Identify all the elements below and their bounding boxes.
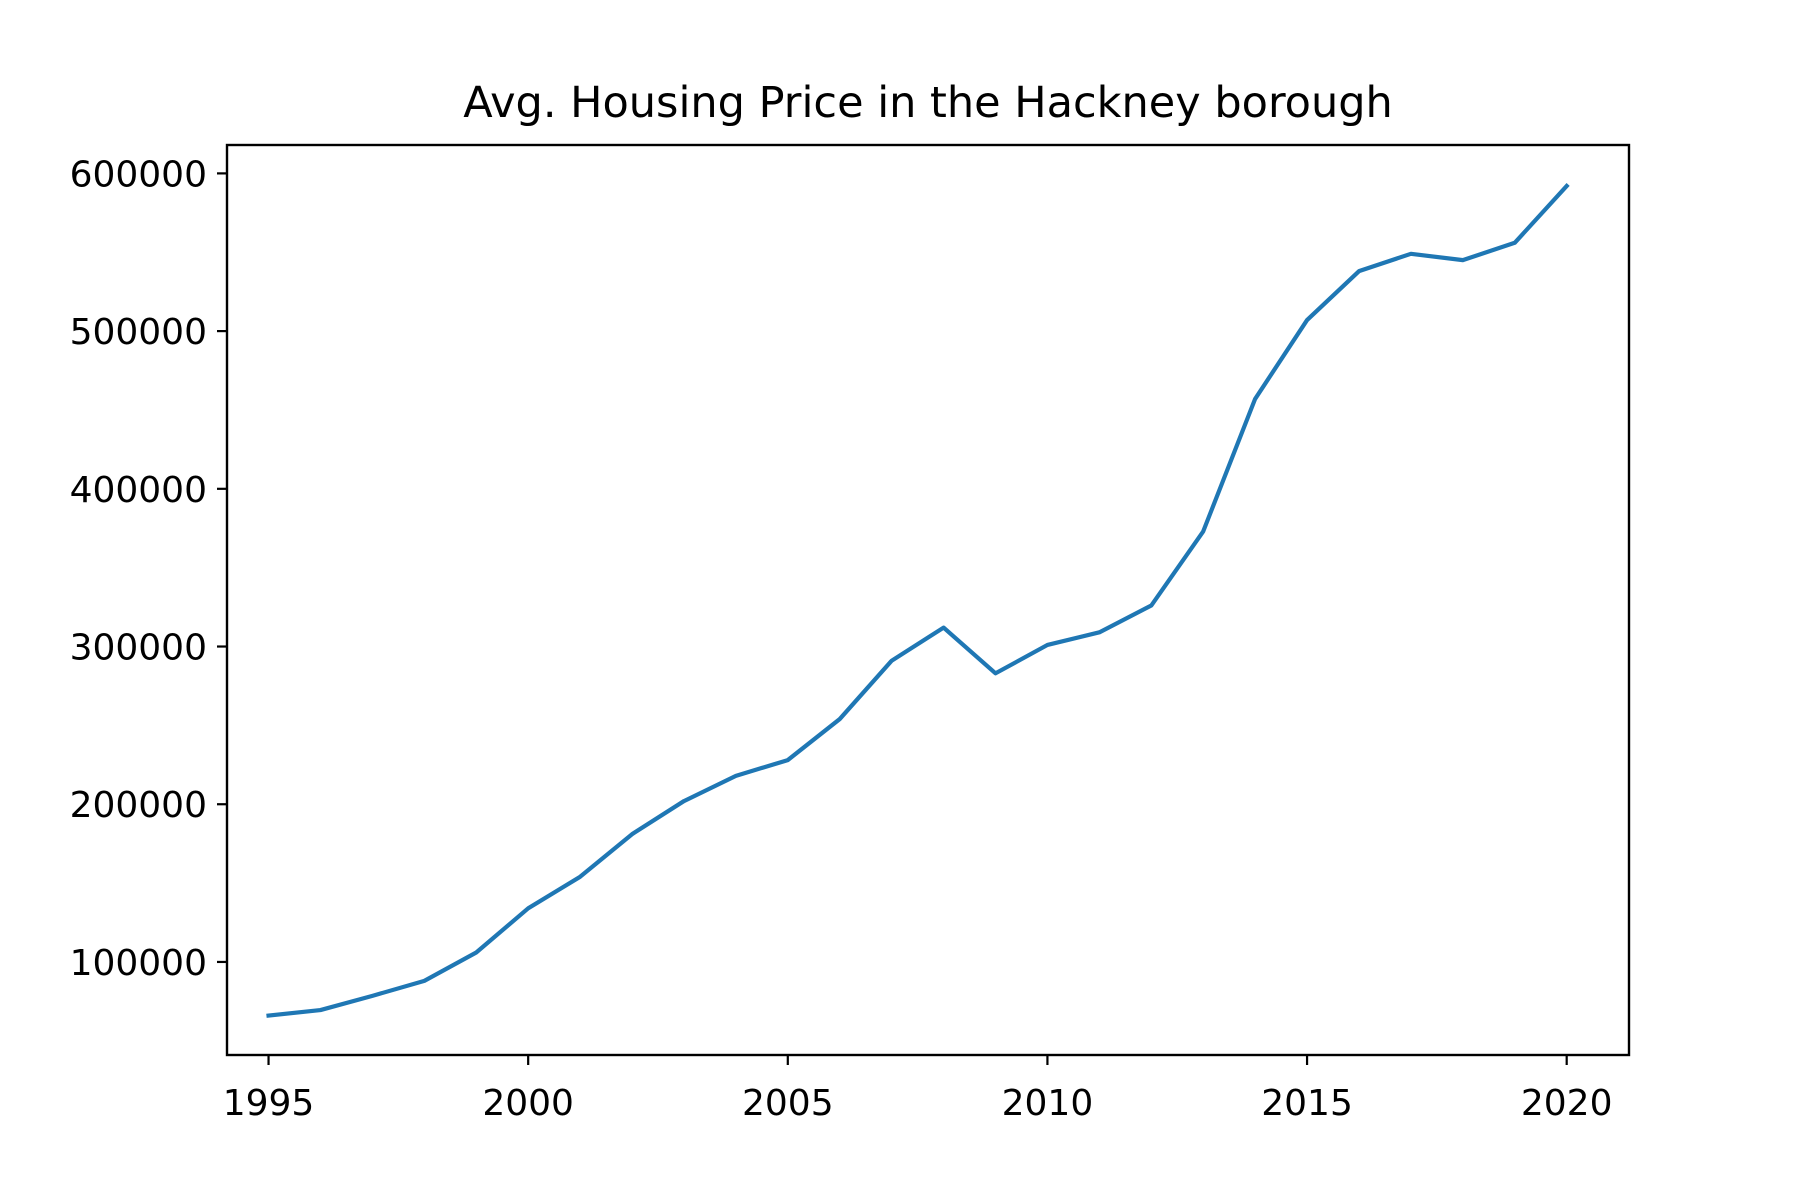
y-tick-label-500000: 500000 xyxy=(70,312,207,353)
y-tick-label-600000: 600000 xyxy=(70,154,207,195)
x-tick-label-2000: 2000 xyxy=(482,1083,574,1124)
plot-frame xyxy=(225,143,1631,1057)
y-tick-label-400000: 400000 xyxy=(70,470,207,511)
x-tick-label-2020: 2020 xyxy=(1521,1083,1613,1124)
x-tick-label-2010: 2010 xyxy=(1002,1083,1094,1124)
x-tick-label-1995: 1995 xyxy=(223,1083,315,1124)
y-tick-label-200000: 200000 xyxy=(70,785,207,826)
x-tick-label-2015: 2015 xyxy=(1261,1083,1353,1124)
y-tick-label-100000: 100000 xyxy=(70,943,207,984)
plot-area: 1995 2000 2005 2010 2015 2020 100000 200000 3000… xyxy=(70,143,1631,1124)
series-line xyxy=(266,183,1570,1018)
chart-title: Avg. Housing Price in the Hackney boroug… xyxy=(463,78,1393,128)
y-tick-label-300000: 300000 xyxy=(70,628,207,669)
x-tick-label-2005: 2005 xyxy=(742,1083,834,1124)
